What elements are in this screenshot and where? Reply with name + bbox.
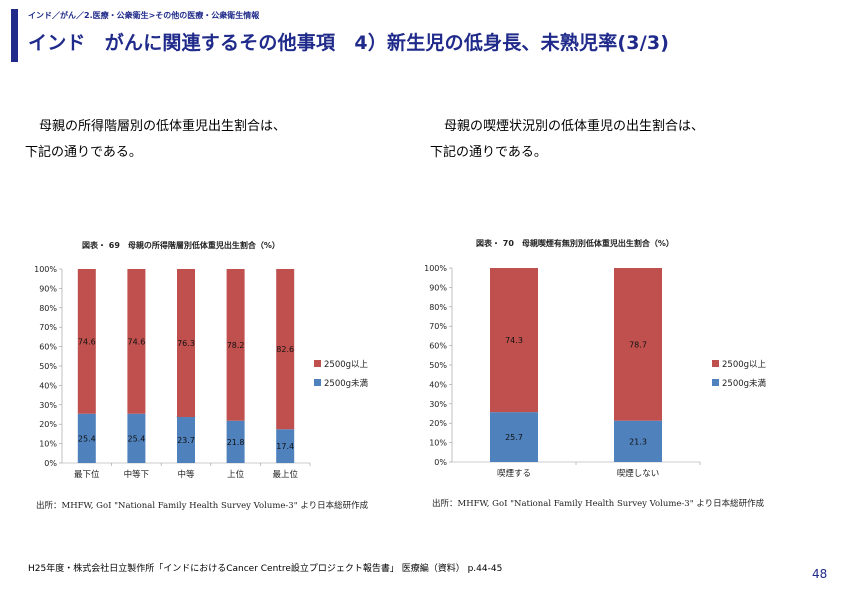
data-label: 25.7 xyxy=(505,433,523,442)
x-category-label: 喫煙する xyxy=(497,468,531,479)
data-label: 17.4 xyxy=(276,442,294,451)
bar-segment-below-2500g xyxy=(614,420,662,462)
bar-segment-above-2500g xyxy=(614,268,662,421)
y-tick-label: 40% xyxy=(429,380,447,389)
x-category-label: 喫煙しない xyxy=(617,468,660,479)
left-chart: 0% 10% 20% 30% 40% 50% 60% 70% 80% 90% 100% 25.4 74.… xyxy=(34,265,369,480)
bar-segment-above-2500g xyxy=(276,269,295,430)
x-category-label: 中等 xyxy=(177,469,195,480)
data-label: 25.4 xyxy=(127,434,145,443)
bar-segment-above-2500g xyxy=(127,269,146,414)
x-category-label: 上位 xyxy=(227,469,245,480)
left-paragraph: 母親の所得階層別の低体重児出生割合は、 下記の通りである。 xyxy=(25,114,286,166)
y-tick-label: 30% xyxy=(39,401,57,410)
y-tick-label: 50% xyxy=(39,362,57,371)
footer-note: H25年度・株式会社日立製作所「インドにおけるCancer Centre設立プロ… xyxy=(28,564,503,574)
y-tick-label: 0% xyxy=(434,458,447,467)
y-tick-label: 100% xyxy=(424,264,447,273)
right-source-note: 出所：MHFW, GoI "National Family Health Sur… xyxy=(432,499,765,509)
right-chart: 0% 10% 20% 30% 40% 50% 60% 70% 80% 90% 100% 25.7 74.… xyxy=(424,264,767,479)
bar-segment-above-2500g xyxy=(77,269,96,414)
data-label: 23.7 xyxy=(177,436,195,445)
y-tick-label: 90% xyxy=(429,283,447,292)
x-category-label: 最下位 xyxy=(74,469,100,480)
bar-segment-below-2500g xyxy=(77,413,96,463)
legend-swatch xyxy=(314,379,321,386)
breadcrumb: インド／がん／2.医療・公衆衛生>その他の医療・公衆衛生情報 xyxy=(28,11,260,20)
page-number: 48 xyxy=(812,567,828,581)
y-tick-label: 30% xyxy=(429,400,447,409)
page-title: インド がんに関連するその他事項 4）新生児の低身長、未熟児率(3/3) xyxy=(28,32,670,54)
y-tick-label: 80% xyxy=(39,304,57,313)
left-paragraph-line1: 母親の所得階層別の低体重児出生割合は、 xyxy=(39,119,287,134)
y-tick-label: 70% xyxy=(429,322,447,331)
legend-label: 2500g未満 xyxy=(722,378,767,389)
y-tick-label: 100% xyxy=(34,265,57,274)
y-tick-label: 90% xyxy=(39,284,57,293)
data-label: 74.6 xyxy=(78,337,96,346)
data-label: 78.2 xyxy=(227,341,245,350)
y-tick-label: 20% xyxy=(39,420,57,429)
legend-swatch xyxy=(712,360,719,367)
right-paragraph-line1: 母親の喫煙状況別の低体重児の出生割合は、 xyxy=(444,119,705,134)
data-label: 21.8 xyxy=(227,438,245,447)
y-tick-label: 40% xyxy=(39,381,57,390)
y-tick-label: 20% xyxy=(429,419,447,428)
y-tick-label: 60% xyxy=(39,343,57,352)
bar-segment-below-2500g xyxy=(276,429,295,463)
data-label: 21.3 xyxy=(629,437,647,446)
legend-label: 2500g以上 xyxy=(722,360,767,370)
legend-swatch xyxy=(314,360,321,367)
y-tick-label: 10% xyxy=(429,439,447,448)
y-tick-label: 70% xyxy=(39,323,57,332)
title-accent-bar xyxy=(11,9,18,62)
left-figure-title: 図表・ 69 母親の所得階層別低体重児出生割合（%） xyxy=(82,241,280,250)
left-paragraph-line2: 下記の通りである。 xyxy=(25,145,142,160)
bar-segment-above-2500g xyxy=(226,269,245,421)
y-tick-label: 50% xyxy=(429,361,447,370)
right-paragraph-line2: 下記の通りである。 xyxy=(430,145,547,160)
legend-label: 2500g以上 xyxy=(324,360,369,370)
bar-segment-below-2500g xyxy=(177,417,195,463)
legend-label: 2500g未満 xyxy=(324,378,369,389)
data-label: 78.7 xyxy=(629,340,647,349)
data-label: 74.6 xyxy=(127,337,145,346)
y-tick-label: 80% xyxy=(429,303,447,312)
bar-segment-above-2500g xyxy=(177,269,195,418)
x-category-label: 中等下 xyxy=(124,469,150,480)
bar-segment-below-2500g xyxy=(490,412,538,462)
y-tick-label: 60% xyxy=(429,342,447,351)
bar-segment-below-2500g xyxy=(127,413,146,463)
data-label: 82.6 xyxy=(276,345,294,354)
x-category-label: 最上位 xyxy=(272,469,298,480)
bar-segment-above-2500g xyxy=(490,268,538,413)
legend-swatch xyxy=(712,379,719,386)
right-paragraph: 母親の喫煙状況別の低体重児の出生割合は、 下記の通りである。 xyxy=(430,114,704,166)
right-figure-title: 図表・ 70 母親喫煙有無別別低体重児出生割合（%） xyxy=(476,239,674,248)
bar-segment-below-2500g xyxy=(226,420,245,463)
y-tick-label: 0% xyxy=(44,459,57,468)
y-tick-label: 10% xyxy=(39,440,57,449)
data-label: 25.4 xyxy=(78,434,96,443)
data-label: 74.3 xyxy=(505,336,523,345)
left-source-note: 出所：MHFW, GoI "National Family Health Sur… xyxy=(36,501,369,511)
data-label: 76.3 xyxy=(177,339,195,348)
